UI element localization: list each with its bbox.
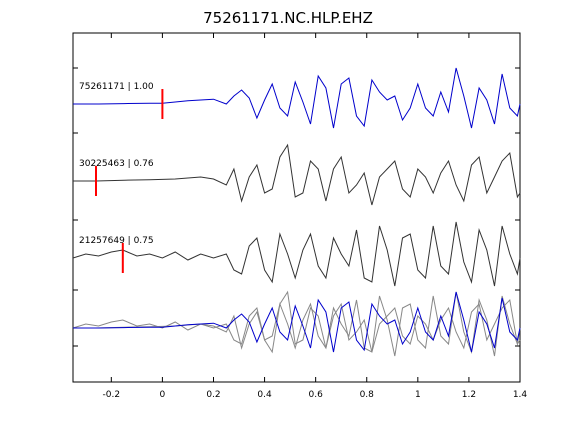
- overlay-trace-line: [73, 290, 521, 353]
- x-tick-label: 0.8: [360, 390, 375, 400]
- trace-line: [72, 221, 521, 287]
- trace-line: [73, 67, 521, 129]
- x-axis: -0.2 0 0.2 0.4 0.6 0.8 1 1.2 1.4: [103, 33, 528, 400]
- x-tick-label: 1: [415, 390, 421, 400]
- x-tick-label: 1.4: [513, 390, 528, 400]
- trace-label: 21257649 | 0.75: [79, 236, 154, 246]
- y-ticks: [73, 67, 520, 347]
- overlay-trace-line: [72, 291, 521, 357]
- x-tick-label: 0: [160, 390, 166, 400]
- x-tick-label: 0.4: [257, 390, 272, 400]
- overlay-group: [72, 290, 521, 357]
- x-tick-label: 0.2: [206, 390, 220, 400]
- chart-title: 75261171.NC.HLP.EHZ: [203, 9, 373, 27]
- trace-label: 75261171 | 1.00: [79, 82, 154, 92]
- x-tick-label: 0.6: [308, 390, 323, 400]
- x-tick-label: -0.2: [103, 390, 121, 400]
- x-tick-label: 1.2: [462, 390, 476, 400]
- overlay-reference-line: [73, 291, 521, 353]
- traces: 75261171 | 1.00 30225463 | 0.76 21257649 |…: [72, 67, 521, 287]
- plot-frame: [72, 32, 521, 383]
- trace-line: [73, 143, 521, 206]
- trace-label: 30225463 | 0.76: [79, 159, 154, 169]
